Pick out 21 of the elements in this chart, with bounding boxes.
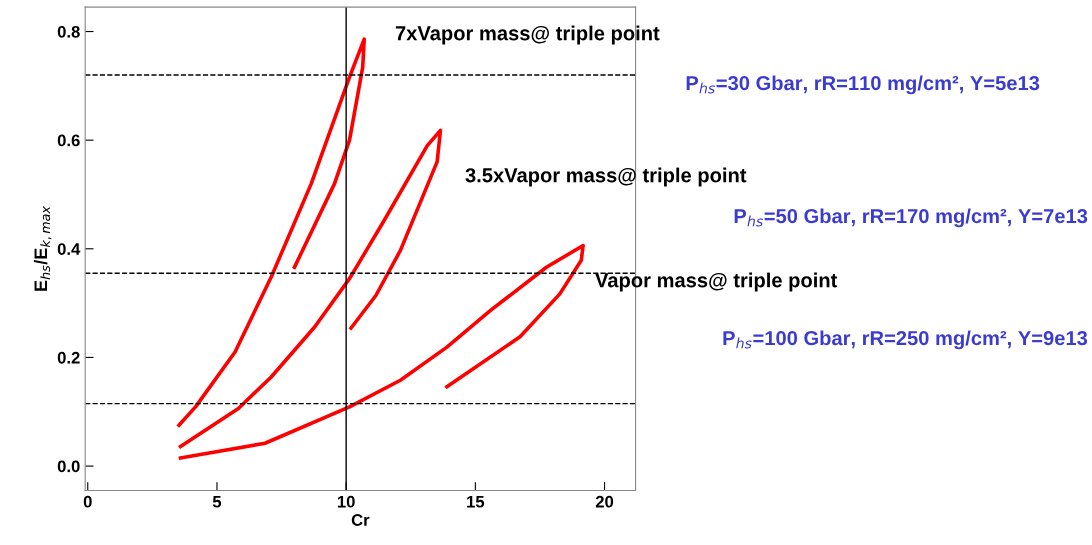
line-series xyxy=(178,243,585,460)
y-tick-label: 0.2 xyxy=(57,351,80,364)
annotation: 7xVapor mass@ triple point xyxy=(395,25,660,45)
y-tick-label: 0.0 xyxy=(57,460,80,473)
x-tick-label: 10 xyxy=(337,495,355,508)
text: P$_{hs}$=30 Gbar, rR=110 mg/cm², Y=5e13 xyxy=(686,75,1040,95)
x-tick-label: 5 xyxy=(212,495,222,508)
text: P$_{hs}$=100 Gbar, rR=250 mg/cm², Y=9e13 xyxy=(723,330,1088,350)
annotation: 3.5xVapor mass@ triple point xyxy=(465,167,747,187)
line-series xyxy=(178,128,443,449)
y-tick-label: 0.6 xyxy=(57,134,80,147)
x-axis-title: Cr xyxy=(351,514,370,526)
y-tick-label: 0.4 xyxy=(57,243,81,255)
y-axis-title: E$_{hs}$/E$_{k,max}$ xyxy=(33,206,52,291)
line-series xyxy=(177,37,367,428)
y-tick-label: 0.8 xyxy=(57,25,80,38)
annotation: Vapor mass@ triple point xyxy=(595,272,838,292)
x-tick-label: 20 xyxy=(595,495,614,508)
x-tick-label: 15 xyxy=(467,495,485,508)
text: P$_{hs}$=50 Gbar, rR=170 mg/cm², Y=7e13 xyxy=(734,208,1088,228)
x-tick-label: 0 xyxy=(83,495,92,508)
